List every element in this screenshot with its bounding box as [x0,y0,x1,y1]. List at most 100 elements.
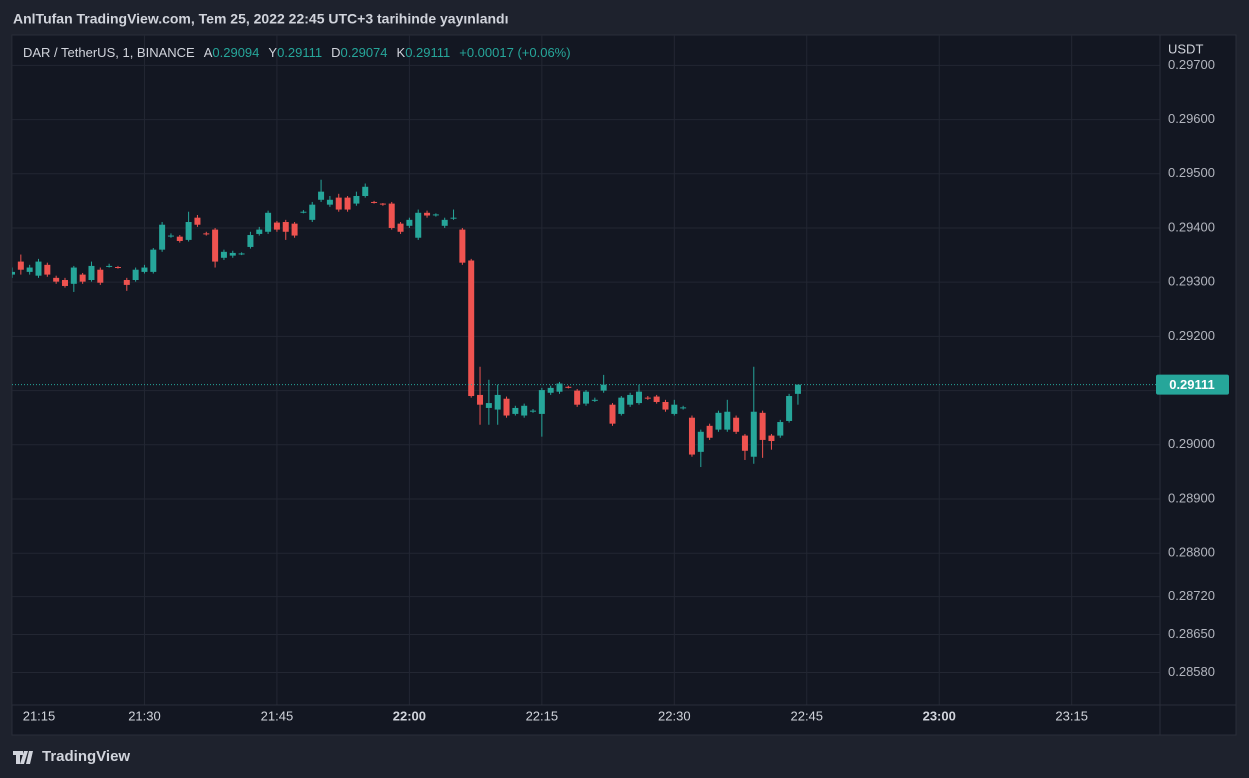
candle-body [635,391,642,404]
candle-body [132,269,139,281]
candle-body [724,411,731,430]
candle-body [556,383,563,392]
candle-body [379,203,386,205]
candle-body [768,435,775,442]
candle-body [167,235,174,237]
candle-body [203,233,210,235]
x-tick-label: 22:45 [790,708,823,723]
candle-body [388,203,395,228]
low-value: 0.29074 [340,45,388,60]
candle-body [777,422,784,436]
candle-body [309,204,316,220]
candle-body [220,251,227,258]
candle-body [565,386,572,388]
y-tick-label: 0.28580 [1168,664,1215,679]
candle-body [627,394,634,405]
candle-body [397,223,404,232]
candle-body [114,267,121,269]
y-tick-label: 0.28650 [1168,626,1215,641]
candle-body [150,249,157,272]
candle-body [282,222,289,232]
candle-body [591,399,598,401]
candle-body [750,411,757,457]
candle-body [450,217,457,219]
y-tick-label: 0.28900 [1168,490,1215,505]
candle-body [344,197,351,210]
candle-body [671,404,678,414]
candle-body [185,222,192,240]
y-tick-label: 0.28800 [1168,545,1215,560]
candle-body [61,280,68,286]
candle-body [512,407,519,414]
candle-body [468,260,475,397]
y-tick-label: 0.29400 [1168,219,1215,234]
candle-body [273,222,280,230]
candle-body [300,211,307,213]
x-tick-label: 22:15 [526,708,559,723]
candle-body [618,397,625,414]
open-value: 0.29094 [212,45,260,60]
y-tick-label: 0.29500 [1168,165,1215,180]
candle-body [406,219,413,226]
candle-body [794,384,801,394]
candle-body [371,201,378,203]
candle-body [600,384,607,391]
candle-body [424,212,431,216]
candle-body [88,265,95,281]
candle-body [141,267,148,272]
candle-body [662,401,669,410]
x-tick-label: 21:45 [261,708,294,723]
candle-body [759,412,766,440]
candle-body [17,261,24,270]
candle-body [79,274,86,282]
candle-body [106,265,113,267]
candle-body [335,197,342,210]
candle-body [459,229,466,263]
x-tick-label: 23:15 [1055,708,1088,723]
y-unit: USDT [1168,41,1203,56]
header-title: AnlTufan TradingView.com, Tem 25, 2022 2… [13,11,508,27]
y-tick-label: 0.29200 [1168,328,1215,343]
candle-body [326,199,333,205]
x-tick-label: 21:30 [128,708,161,723]
candle-body [706,425,713,438]
candle-body [653,396,660,402]
plot-area [12,35,1160,705]
x-tick-label: 21:15 [23,708,56,723]
change: +0.00017 (+0.06%) [459,45,571,60]
candle-body [609,404,616,424]
y-tick-label: 0.29000 [1168,436,1215,451]
candle-body [362,186,369,196]
candle-body [485,403,492,408]
candle-body [432,214,439,216]
candle-body [265,212,272,232]
close-label: K [396,45,406,60]
candle-body [697,431,704,452]
candle-body [521,405,528,416]
candle-body [291,223,298,236]
candle-body [53,277,60,282]
candle-body [256,229,263,234]
candle-body [733,417,740,432]
candle-body [97,269,104,283]
low-label: D [331,45,341,60]
candle-body [688,417,695,455]
high-value: 0.29111 [277,45,323,60]
candle-body [194,217,201,225]
candle-body [12,271,15,275]
high-label: Y [268,45,278,60]
candle-body [538,390,545,414]
y-tick-label: 0.29600 [1168,111,1215,126]
candle-body [644,397,651,399]
candle-body [70,267,77,284]
candle-body [247,235,254,247]
candle-body [44,264,51,275]
candle-body [574,390,581,405]
x-tick-label: 22:30 [658,708,691,723]
candle-body [318,191,325,200]
candle-body [715,412,722,430]
open-label: A [203,45,213,60]
candle-body [353,195,360,204]
candle-body [494,394,501,410]
